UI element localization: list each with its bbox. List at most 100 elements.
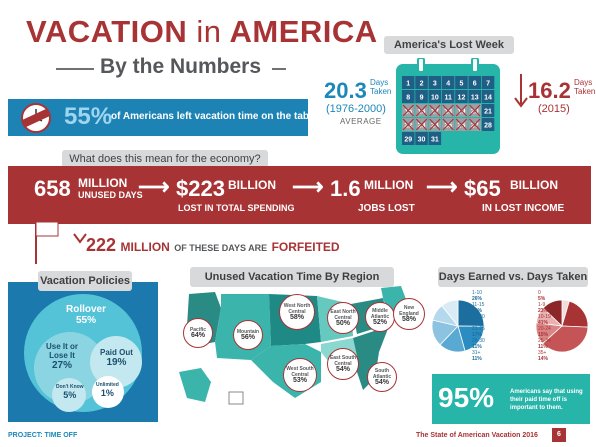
title-vacation: VACATION xyxy=(26,14,188,49)
calendar-day-number: 18 xyxy=(444,109,452,116)
dontknow-label: Don't Know xyxy=(56,384,84,390)
left-years: (1976-2000) xyxy=(326,103,386,115)
calendar-day-number: 11 xyxy=(444,95,452,102)
right-unit-line1: Days xyxy=(574,78,593,87)
stat95-panel: 95% Americans say that using their paid … xyxy=(432,374,590,424)
arrow-icon-1: ⟶ xyxy=(138,174,170,199)
spending-num: $223 xyxy=(176,176,225,201)
calendar-cross-mark xyxy=(429,118,441,131)
right-year: (2015) xyxy=(538,103,570,115)
calendar-icon: 1 2 3 4 5 6 7 8 9 10 11 12 13 14 15 16 17 18 19 20 21 22 23 24 2… xyxy=(394,57,502,156)
days-earned-legend-label: 16-20 xyxy=(472,314,485,320)
calendar-day-cell xyxy=(415,76,428,89)
forfeited-million: MILLION xyxy=(120,240,170,254)
calendar-day-cell xyxy=(455,76,468,89)
title-america: AMERICA xyxy=(229,14,378,49)
economy-question: What does this mean for the economy? xyxy=(62,150,268,168)
calendar-day-cell xyxy=(481,90,495,103)
days-earned-legend-value: 17% xyxy=(472,320,483,326)
page-subtitle: By the Numbers xyxy=(100,55,262,78)
right-unit-line2: Taken xyxy=(574,87,596,96)
calendar-cross-mark xyxy=(415,104,428,117)
calendar-day-number: 2 xyxy=(420,81,424,88)
calendar-day-number: 19 xyxy=(458,109,466,116)
calendar-day-number: 17 xyxy=(431,109,439,116)
days-earned-legend-label: 21-25 xyxy=(472,326,485,332)
left-unit-line1: Days xyxy=(370,78,389,87)
calendar-day-cell xyxy=(481,118,495,131)
region-map: Pacific 64% Mountain 56% West North Centra… xyxy=(175,282,425,422)
calendar-cross-mark xyxy=(402,104,414,117)
days-taken-slice xyxy=(561,300,589,328)
calendar-day-cell xyxy=(415,132,428,145)
paidout-text: Paid Out 19% xyxy=(100,348,133,368)
forfeited-word: FORFEITED xyxy=(271,240,340,254)
dontknow-value: 5% xyxy=(63,390,77,400)
clock-icon xyxy=(21,103,51,133)
income-num: $65 xyxy=(464,176,501,201)
down-arrow-icon xyxy=(514,74,528,108)
right-days-unit: Days Taken xyxy=(574,78,595,96)
income-label: IN LOST INCOME xyxy=(482,203,565,214)
days-taken-legend-label: 20-24 xyxy=(538,326,551,332)
arrow-icon-3: ⟶ xyxy=(426,174,458,199)
calendar-day-cell xyxy=(481,104,495,117)
stat95-text: Americans say that using their paid time… xyxy=(510,389,583,411)
calendar-day-number: 22 xyxy=(404,123,412,130)
left-note: AVERAGE xyxy=(340,117,382,126)
calendar-day-cell xyxy=(441,90,455,103)
region-label-ne: New England 58% xyxy=(393,298,425,330)
days-taken-legend-value: 14% xyxy=(538,356,549,362)
calendar-day-number: 16 xyxy=(418,109,426,116)
calendar-day-cell xyxy=(441,76,455,89)
calendar-day-number: 23 xyxy=(418,123,426,130)
days-taken-legend-value: 15% xyxy=(538,332,549,338)
rollover-text: Rollover 55% xyxy=(66,304,106,326)
title-in: in xyxy=(196,14,222,49)
useit-line1: Use It or xyxy=(46,342,79,351)
forfeited-num: 222 xyxy=(86,235,117,255)
footer-page: 6 xyxy=(552,428,566,442)
calendar-ring-right xyxy=(471,57,479,73)
forfeited-line: 222 MILLION OF THESE DAYS ARE FORFEITED xyxy=(86,235,340,256)
calendar-cross-mark xyxy=(455,118,468,131)
paidout-label: Paid Out xyxy=(100,348,133,357)
days-taken-legend-label: 25-34 xyxy=(538,338,551,344)
region-label-ma: Middle Atlantic 52% xyxy=(365,302,395,332)
dontknow-circle xyxy=(52,378,86,412)
days-taken-slice xyxy=(542,325,589,353)
flag-icon xyxy=(35,218,87,264)
region-label-sa: South Atlantic 54% xyxy=(367,362,397,392)
paidout-value: 19% xyxy=(106,357,127,368)
calendar-day-cell xyxy=(428,90,442,103)
stat-percent: 55% xyxy=(64,103,113,130)
calendar-day-cell xyxy=(402,76,415,89)
region-label-enc: East North Central 50% xyxy=(327,302,359,334)
calendar-day-cell xyxy=(402,90,415,103)
jobs-num: 1.6 xyxy=(330,176,361,201)
subtitle-block: By the Numbers xyxy=(56,55,286,81)
footer-brand: PROJECT: TIME OFF xyxy=(8,432,78,439)
spending-label: LOST IN TOTAL SPENDING xyxy=(178,203,295,213)
calendar-cross-mark xyxy=(442,118,454,131)
calendar-day-number: 13 xyxy=(471,95,479,102)
calendar-day-number: 30 xyxy=(418,137,426,144)
unused-days-label: UNUSED DAYS xyxy=(78,190,143,200)
calendar-day-cell xyxy=(455,90,468,103)
calendar-day-number: 21 xyxy=(484,109,492,116)
days-taken-slice xyxy=(542,299,563,327)
calendar-day-number: 15 xyxy=(404,109,412,116)
dontknow-text: Don't Know 5% xyxy=(56,384,84,400)
days-taken-legend-label: 35+ xyxy=(538,350,547,356)
calendar-day-number: 27 xyxy=(471,123,479,130)
unlimited-value: 1% xyxy=(100,388,114,398)
calendar-day-number: 25 xyxy=(444,123,452,130)
days-earned-pie xyxy=(431,299,485,353)
calendar-day-cell xyxy=(428,132,442,145)
calendar-cross-mark xyxy=(469,118,481,131)
region-title: Unused Vacation Time By Region xyxy=(190,267,394,287)
calendar-day-number: 4 xyxy=(446,81,450,88)
unlimited-circle xyxy=(92,376,124,408)
region-label-pacific: Pacific 64% xyxy=(183,318,213,348)
